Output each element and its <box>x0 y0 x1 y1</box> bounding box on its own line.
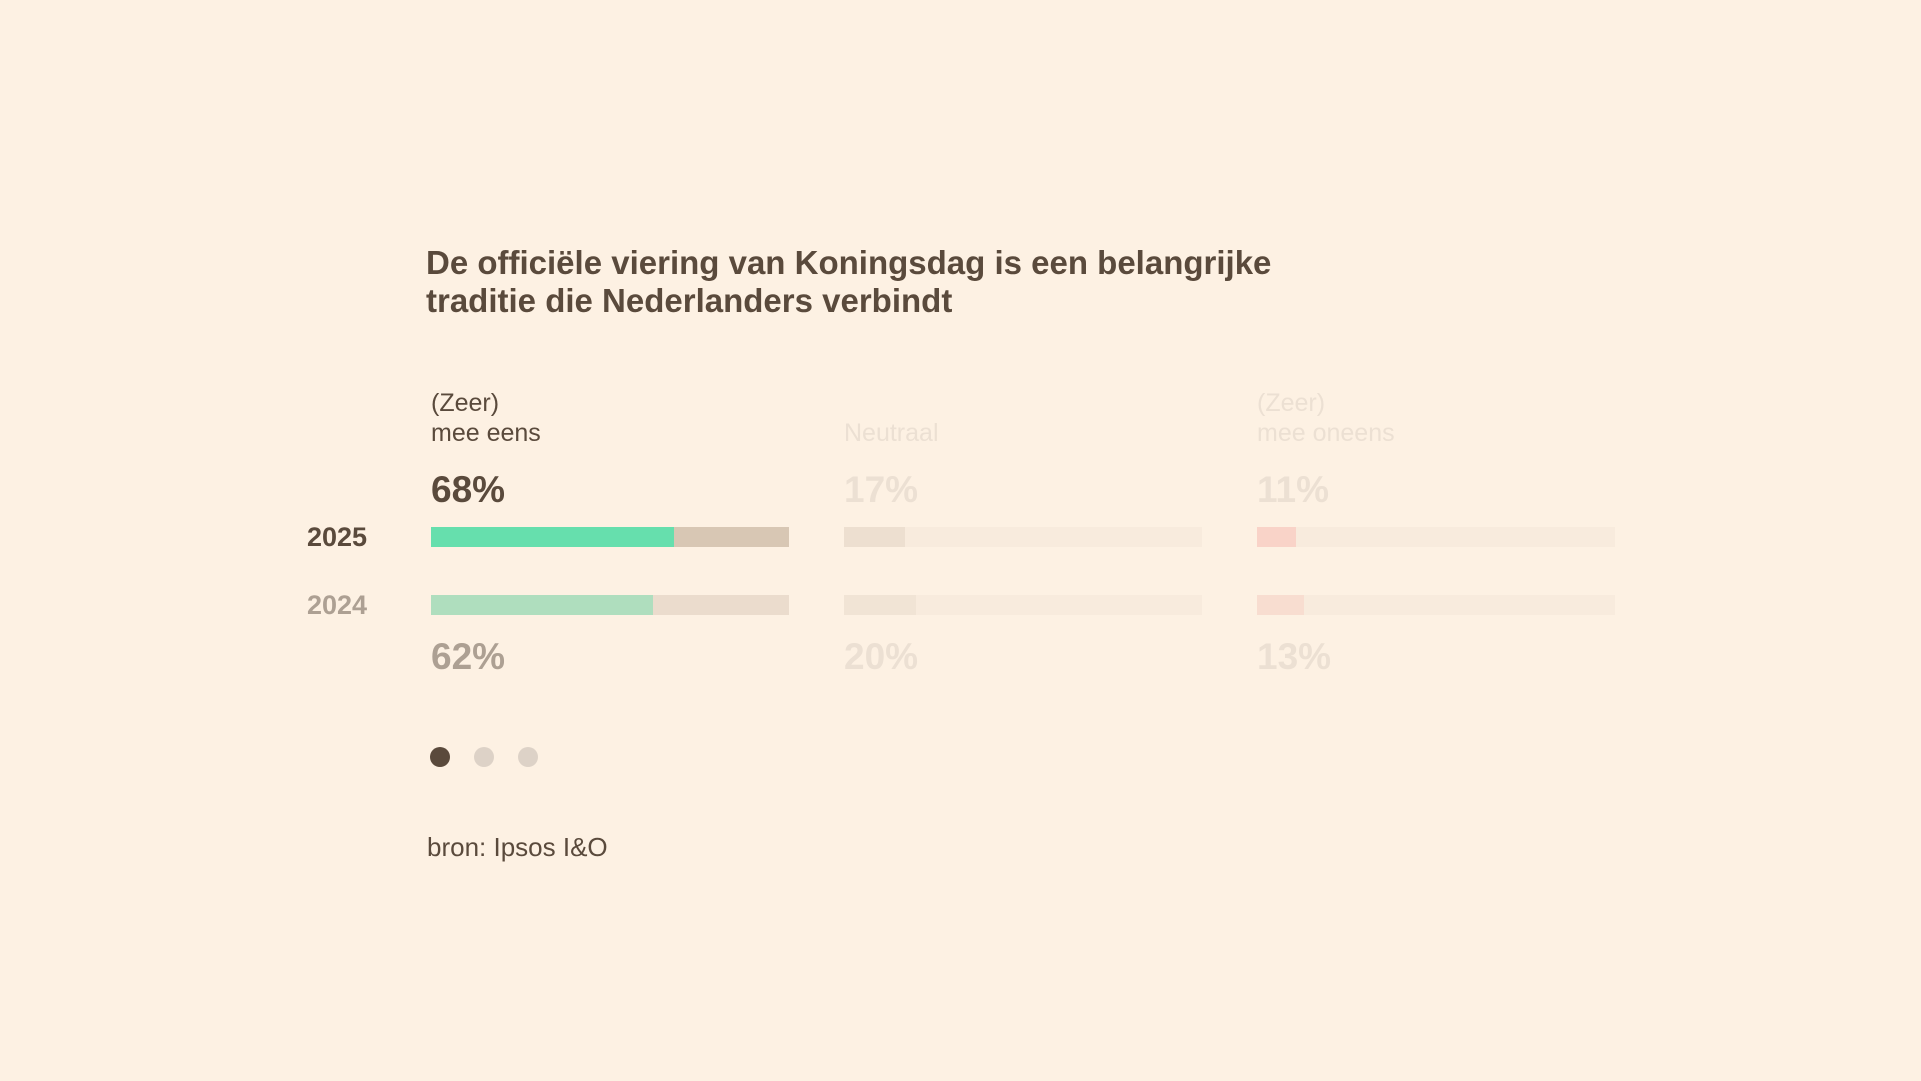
category-label-line: (Zeer) <box>1257 389 1326 417</box>
pagination-dot-2[interactable] <box>474 747 494 767</box>
data-label-2025: 11% <box>1257 469 1330 510</box>
category-label: Neutraal <box>844 386 1202 448</box>
data-label-2024: 20% <box>844 636 919 677</box>
category-label-line: (Zeer) <box>431 389 500 417</box>
bar-track-2024 <box>431 595 789 615</box>
bar-track-2025 <box>1257 527 1615 547</box>
pagination-dots <box>430 747 562 767</box>
data-label-2025: 68% <box>431 469 506 510</box>
bar-2024 <box>844 595 916 615</box>
bar-2025 <box>844 527 905 547</box>
pagination-dot-1[interactable] <box>430 747 450 767</box>
year-label-2024: 2024 <box>307 590 368 620</box>
category-label: (Zeer) mee eens <box>431 386 789 448</box>
year-label-2025: 2025 <box>307 522 368 552</box>
category-label-line: Neutraal <box>844 419 939 447</box>
chart-title: De officiële viering van Koningsdag is e… <box>426 244 1272 319</box>
bar-2024 <box>1257 595 1304 615</box>
bar-track-2024 <box>844 595 1202 615</box>
bar-2025 <box>431 527 675 547</box>
bar-2025 <box>1257 527 1297 547</box>
category-neutral: Neutraal 17% 20% <box>844 386 1202 677</box>
data-label-2025: 17% <box>844 469 919 510</box>
category-label-line: mee oneens <box>1257 419 1395 447</box>
category-agree: (Zeer) mee eens 68% 62% <box>431 386 789 677</box>
bar-track-2024 <box>1257 595 1615 615</box>
category-disagree: (Zeer) mee oneens 11% 13% <box>1257 386 1615 677</box>
data-label-2024: 13% <box>1257 636 1332 677</box>
bar-track-2025 <box>431 527 789 547</box>
data-label-2024: 62% <box>431 636 506 677</box>
bar-2024 <box>431 595 653 615</box>
bar-track-2025 <box>844 527 1202 547</box>
category-label-line: mee eens <box>431 419 541 447</box>
pagination-dot-3[interactable] <box>518 747 538 767</box>
category-label: (Zeer) mee oneens <box>1257 386 1615 448</box>
source-note: bron: Ipsos I&O <box>427 832 608 862</box>
